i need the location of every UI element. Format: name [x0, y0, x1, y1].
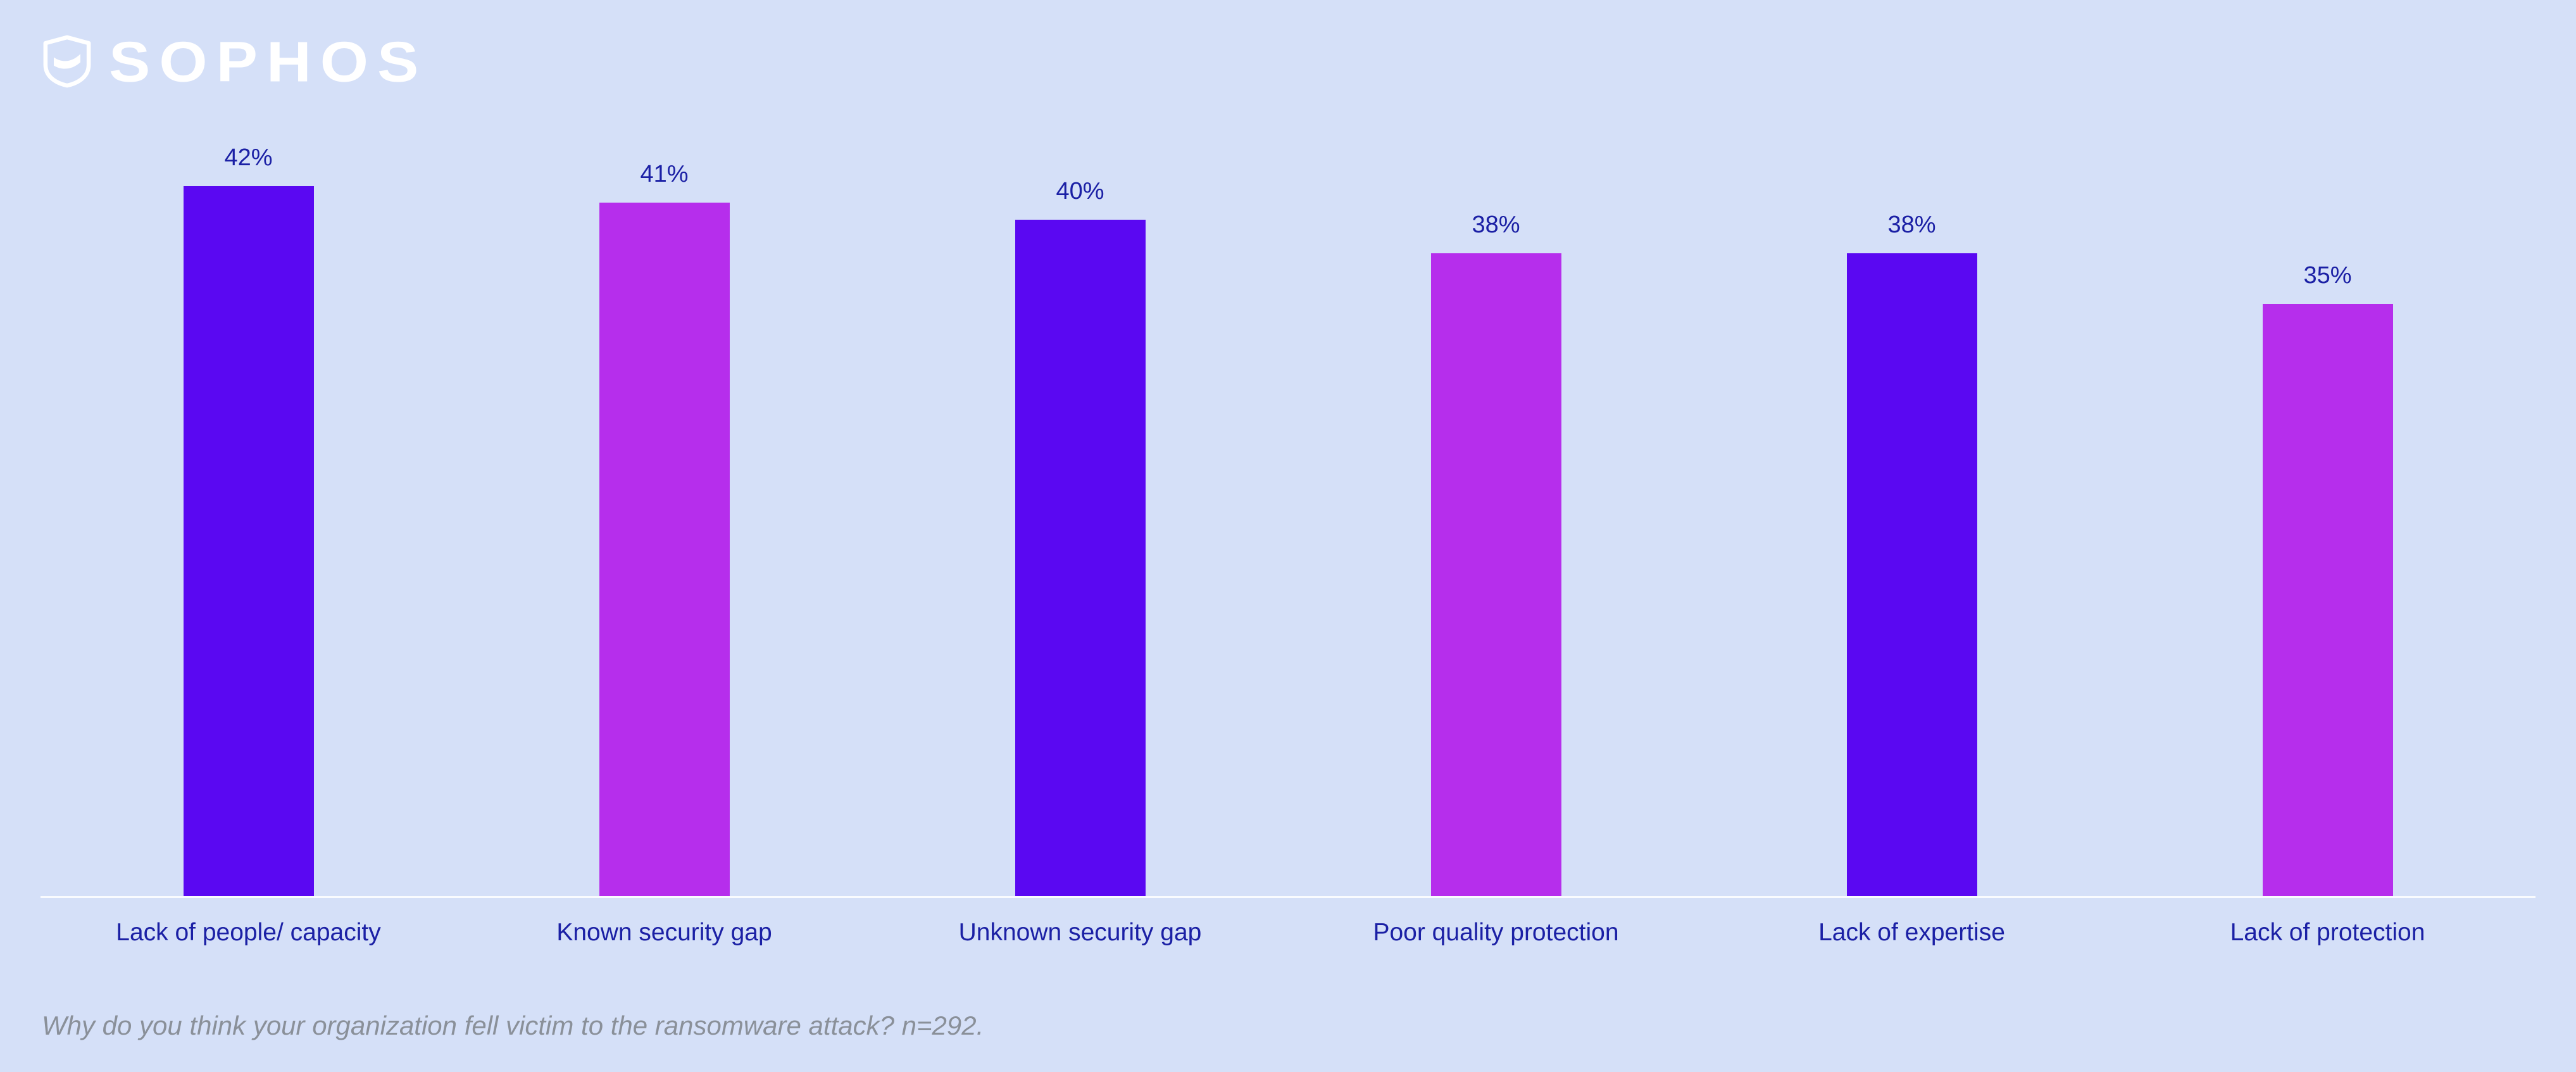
category-label: Known security gap: [556, 919, 772, 946]
bar-column: 42%: [41, 146, 456, 896]
category-cell: Known security gap: [456, 918, 872, 948]
bar-value-label: 40%: [1056, 178, 1104, 205]
bar-column: 38%: [1288, 213, 1704, 896]
category-label: Poor quality protection: [1373, 919, 1619, 946]
bar: [2262, 304, 2393, 896]
bar-value-label: 41%: [640, 161, 689, 187]
bar-column: 35%: [2120, 263, 2535, 896]
x-axis-line: [41, 896, 2535, 898]
bar-value-label: 38%: [1887, 211, 1936, 238]
category-cell: Poor quality protection: [1288, 918, 1704, 948]
bar-value-label: 42%: [224, 144, 273, 171]
bar-value-label: 35%: [2303, 262, 2352, 289]
category-cell: Lack of expertise: [1704, 918, 2120, 948]
category-label: Lack of expertise: [1818, 919, 2005, 946]
category-label: Lack of protection: [2230, 919, 2425, 946]
bar: [183, 186, 314, 896]
bar: [1430, 253, 1561, 896]
bar-column: 41%: [456, 162, 872, 896]
category-label: Unknown security gap: [958, 919, 1202, 946]
logo-wordmark: SOPHOS: [109, 29, 428, 94]
bar-column: 40%: [872, 179, 1288, 896]
category-cell: Lack of people/ capacity: [41, 918, 456, 948]
sophos-logo: SOPHOS: [41, 30, 427, 92]
bar: [599, 203, 730, 896]
sophos-shield-icon: [41, 35, 94, 88]
chart-caption: Why do you think your organization fell …: [42, 1011, 984, 1040]
category-row: Lack of people/ capacity Known security …: [41, 918, 2535, 948]
bar: [1015, 220, 1146, 896]
bar-value-label: 38%: [1472, 211, 1520, 238]
plot-row: 42% 41% 40% 38% 38% 35%: [41, 0, 2535, 896]
bar-chart: 42% 41% 40% 38% 38% 35% Lack of people/ …: [41, 0, 2535, 948]
category-label: Lack of people/ capacity: [116, 919, 381, 946]
bar-column: 38%: [1704, 213, 2120, 896]
category-cell: Unknown security gap: [872, 918, 1288, 948]
category-cell: Lack of protection: [2120, 918, 2535, 948]
bar: [1846, 253, 1977, 896]
